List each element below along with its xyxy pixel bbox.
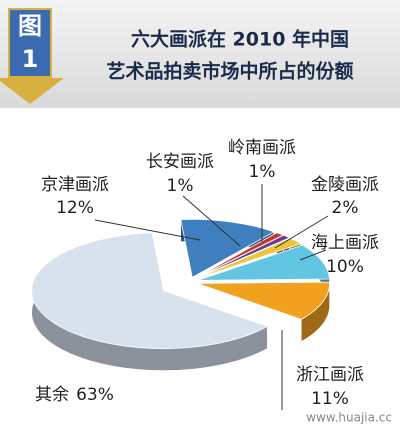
- value-label: 63%: [76, 385, 114, 405]
- slice: [197, 244, 330, 281]
- value-label: 12%: [56, 198, 94, 218]
- value-label: 11%: [311, 389, 349, 409]
- slice: [180, 219, 275, 279]
- slice-label: 京津画派: [41, 175, 109, 195]
- slice: [31, 232, 269, 349]
- leader-line: [274, 215, 329, 249]
- slice-label: 长安画派: [146, 152, 214, 172]
- slice-label: 岭南画派: [228, 138, 296, 158]
- slice: [195, 237, 302, 280]
- chart-title: 艺术品拍卖市场中所占的份额: [106, 60, 353, 83]
- watermark: www.huajia.cc: [306, 411, 392, 425]
- leader-line: [94, 219, 201, 241]
- leader-line: [299, 249, 327, 261]
- slice: [195, 234, 291, 279]
- slice-label: 浙江画派: [296, 365, 364, 385]
- chart-title: 六大画派在 2010 年中国: [131, 28, 349, 51]
- badge-box: [10, 10, 50, 76]
- slice: [197, 281, 330, 320]
- badge-text: 图: [18, 12, 42, 40]
- slice-label: 海上画派: [311, 233, 379, 253]
- value-label: 1%: [249, 162, 276, 182]
- value-label: 10%: [326, 257, 364, 277]
- leader-line: [182, 195, 241, 247]
- value-label: 1%: [167, 176, 194, 196]
- header-bg: [0, 0, 400, 108]
- slice-label: 金陵画派: [311, 175, 379, 195]
- badge-text: 1: [22, 45, 39, 73]
- value-label: 2%: [332, 198, 359, 218]
- slice-label: 其余: [35, 385, 69, 405]
